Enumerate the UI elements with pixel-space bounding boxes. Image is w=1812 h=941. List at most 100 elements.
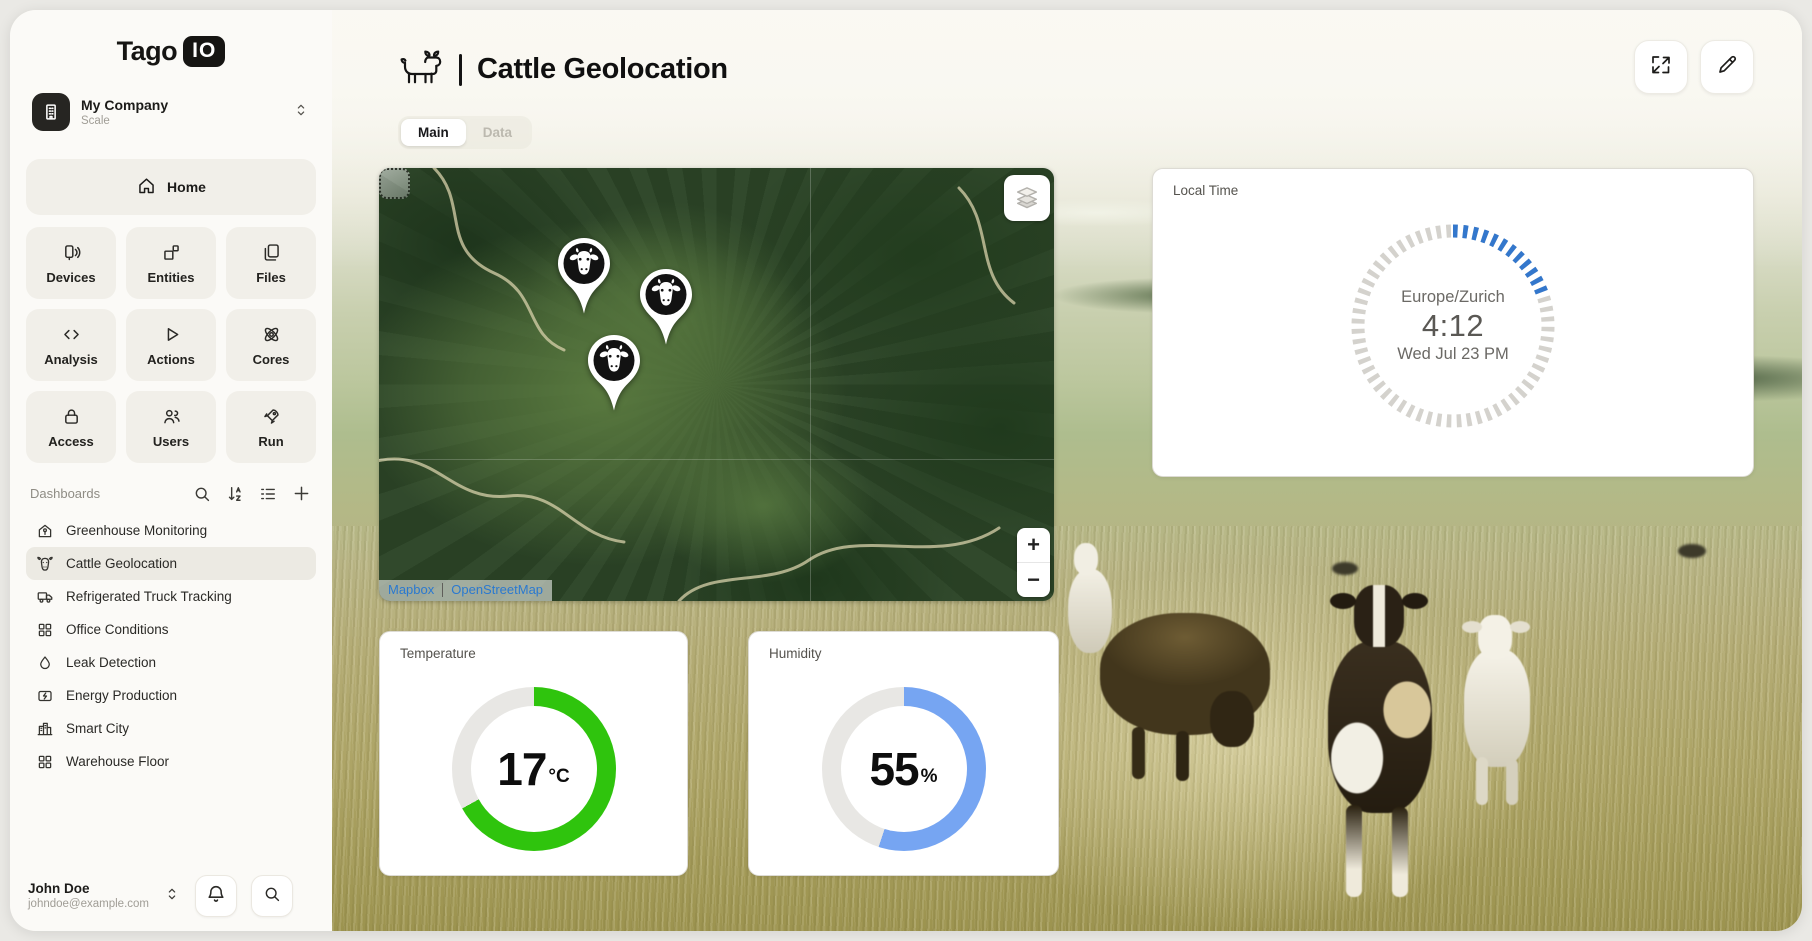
nav-label: Analysis	[44, 351, 98, 367]
dashboard-label: Greenhouse Monitoring	[66, 523, 208, 538]
logo-badge: IO	[183, 36, 226, 67]
cattle-marker[interactable]	[587, 334, 641, 412]
bell-icon	[205, 883, 227, 910]
list-view-icon[interactable]	[258, 484, 278, 504]
map-gridline	[810, 168, 811, 601]
page-title: Cattle Geolocation	[477, 53, 728, 85]
chevron-updown-icon[interactable]	[163, 885, 181, 908]
dashboard-item-leak-detection[interactable]: Leak Detection	[26, 646, 316, 679]
logo-text: Tago	[116, 36, 178, 66]
page-header: Cattle Geolocation	[398, 48, 728, 91]
dashboard-label: Energy Production	[66, 688, 178, 703]
users-icon	[161, 406, 182, 428]
nav-grid: Devices Entities Files Analysis Actions …	[26, 227, 316, 463]
zoom-out-button[interactable]: −	[1017, 562, 1050, 597]
nav-run-button[interactable]: Run	[226, 391, 316, 463]
add-dashboard-icon[interactable]	[291, 483, 312, 504]
dashboard-label: Office Conditions	[66, 622, 169, 637]
dashboard-label: Refrigerated Truck Tracking	[66, 589, 232, 604]
tab-main[interactable]: Main	[401, 119, 466, 146]
zoom-in-button[interactable]: +	[1027, 532, 1040, 557]
widget-title: Humidity	[769, 646, 822, 661]
dashboards-list: Greenhouse Monitoring Cattle Geolocation…	[26, 514, 316, 778]
sort-az-icon[interactable]	[225, 484, 245, 504]
fullscreen-button[interactable]	[1634, 40, 1688, 94]
dashboard-item-truck-tracking[interactable]: Refrigerated Truck Tracking	[26, 580, 316, 613]
notifications-button[interactable]	[195, 875, 237, 917]
cattle-marker[interactable]	[557, 237, 611, 315]
dashboard-item-greenhouse[interactable]: Greenhouse Monitoring	[26, 514, 316, 547]
title-divider	[459, 53, 462, 86]
nav-label: Users	[152, 433, 190, 449]
map-roads	[379, 168, 1016, 601]
nav-label: Actions	[147, 351, 195, 367]
nav-actions-button[interactable]: Actions	[126, 309, 216, 381]
dashboard-item-smart-city[interactable]: Smart City	[26, 712, 316, 745]
search-button[interactable]	[251, 875, 293, 917]
files-icon	[261, 242, 282, 264]
dashboard-item-warehouse-floor[interactable]: Warehouse Floor	[26, 745, 316, 778]
dashboard-tabs: Main Data	[398, 116, 533, 149]
dashboard-label: Smart City	[66, 721, 130, 736]
home-label: Home	[167, 179, 206, 195]
search-icon[interactable]	[192, 484, 212, 504]
office-grid-icon	[36, 621, 54, 639]
date-value: Wed Jul 23 PM	[1397, 345, 1509, 363]
nav-cores-button[interactable]: Cores	[226, 309, 316, 381]
run-icon	[261, 406, 282, 428]
openstreetmap-link[interactable]: OpenStreetMap	[451, 582, 544, 597]
satellite-imagery	[379, 168, 1054, 601]
actions-icon	[161, 324, 182, 346]
nav-devices-button[interactable]: Devices	[26, 227, 116, 299]
widget-title: Local Time	[1173, 183, 1239, 198]
dashboard-label: Leak Detection	[66, 655, 157, 670]
expand-icon	[1649, 53, 1673, 82]
building-icon	[32, 93, 70, 131]
truck-icon	[36, 588, 54, 606]
temperature-widget: Temperature 17 °C	[379, 631, 688, 876]
nav-label: Devices	[46, 269, 96, 285]
workspace-selector[interactable]: My Company Scale	[26, 89, 316, 135]
devices-icon	[61, 242, 82, 264]
dashboard-item-energy-production[interactable]: Energy Production	[26, 679, 316, 712]
nav-analysis-button[interactable]: Analysis	[26, 309, 116, 381]
nav-users-button[interactable]: Users	[126, 391, 216, 463]
nav-files-button[interactable]: Files	[226, 227, 316, 299]
user-footer: John Doe johndoe@example.com	[26, 875, 316, 917]
cattle-map[interactable]: + − Mapbox OpenStreetMap	[379, 168, 1054, 601]
workspace-name: My Company	[81, 96, 169, 113]
humidity-gauge: 55 %	[821, 687, 986, 851]
cattle-marker[interactable]	[639, 268, 693, 346]
tab-data[interactable]: Data	[465, 119, 530, 146]
user-name: John Doe	[28, 881, 90, 896]
nav-home-button[interactable]: Home	[26, 159, 316, 215]
workspace-plan: Scale	[81, 114, 110, 127]
analysis-icon	[61, 324, 82, 346]
nav-entities-button[interactable]: Entities	[126, 227, 216, 299]
minutes-arc	[1452, 224, 1550, 299]
chevron-updown-icon	[292, 101, 310, 124]
search-icon	[262, 884, 282, 909]
nav-access-button[interactable]: Access	[26, 391, 116, 463]
edit-dashboard-button[interactable]	[1700, 40, 1754, 94]
dashboard-label: Cattle Geolocation	[66, 556, 178, 571]
entities-icon	[161, 242, 182, 264]
dashboard-item-cattle-geolocation[interactable]: Cattle Geolocation	[26, 547, 316, 580]
user-email: johndoe@example.com	[28, 898, 149, 910]
timezone-label: Europe/Zurich	[1401, 288, 1505, 306]
warehouse-grid-icon	[36, 753, 54, 771]
pencil-icon	[1715, 53, 1739, 82]
greenhouse-icon	[36, 522, 54, 540]
dashboards-header: Dashboards	[26, 483, 316, 504]
dashboard-item-office-conditions[interactable]: Office Conditions	[26, 613, 316, 646]
clock-gauge: Europe/Zurich 4:12 Wed Jul 23 PM	[1340, 213, 1566, 439]
attribution-divider	[442, 582, 444, 597]
mapbox-link[interactable]: Mapbox	[388, 582, 435, 597]
cow-icon	[398, 48, 444, 91]
temperature-value: 17	[497, 743, 547, 795]
map-layers-button[interactable]	[1004, 175, 1050, 221]
nav-label: Run	[258, 433, 284, 449]
local-time-widget: Local Time Europe/Zurich 4:12 Wed Jul 23…	[1152, 168, 1754, 477]
droplet-icon	[36, 654, 54, 672]
sidebar: Tago IO My Company Scale Home Devices En…	[10, 10, 332, 931]
